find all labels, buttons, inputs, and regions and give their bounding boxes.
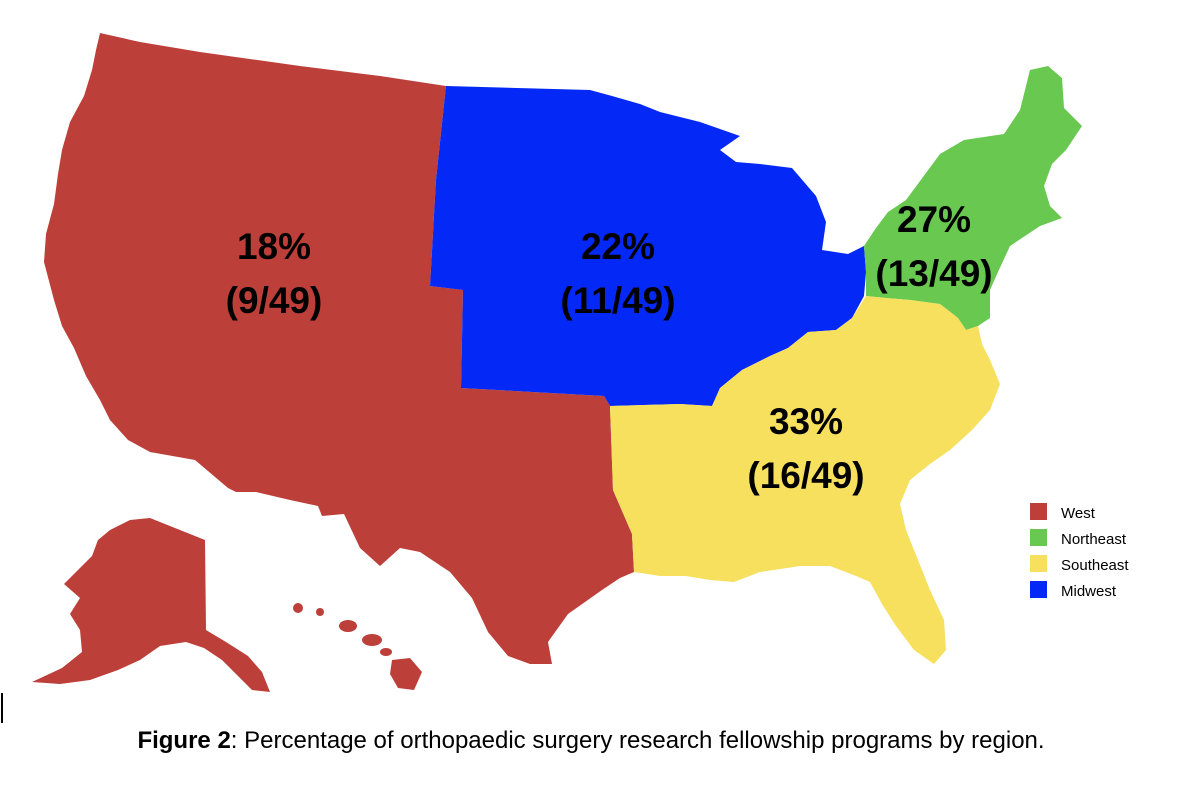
legend-swatch-west [1030, 503, 1047, 520]
caption-text: : Percentage of orthopaedic surgery rese… [230, 727, 1045, 754]
west-mainland-shape [44, 33, 634, 664]
legend: West Northeast Southeast Midwest [1030, 503, 1129, 600]
midwest-shape [430, 86, 866, 406]
text-cursor-mark [1, 693, 3, 723]
region-west [32, 33, 634, 692]
southeast-shape [610, 296, 1000, 664]
region-northeast [864, 66, 1082, 330]
southeast-percent-label: 33% [769, 401, 843, 442]
northeast-percent-label: 27% [897, 199, 971, 240]
legend-swatch-midwest [1030, 581, 1047, 598]
caption-prefix: Figure 2 [137, 727, 231, 754]
midwest-percent-label: 22% [581, 226, 655, 267]
legend-label-west: West [1061, 505, 1096, 522]
legend-label-northeast: Northeast [1061, 531, 1127, 548]
west-fraction-label: (9/49) [226, 280, 323, 321]
legend-label-midwest: Midwest [1061, 583, 1117, 600]
region-midwest [430, 86, 866, 406]
legend-swatch-southeast [1030, 555, 1047, 572]
region-southeast [610, 296, 1000, 664]
alaska-shape [32, 518, 270, 692]
northeast-shape [864, 66, 1082, 330]
legend-label-southeast: Southeast [1061, 557, 1129, 574]
legend-swatch-northeast [1030, 529, 1047, 546]
midwest-fraction-label: (11/49) [560, 280, 675, 321]
hawaii-islands [293, 603, 422, 690]
figure-caption: Figure 2: Percentage of orthopaedic surg… [0, 727, 1182, 755]
southeast-fraction-label: (16/49) [747, 455, 864, 496]
northeast-fraction-label: (13/49) [875, 253, 992, 294]
west-percent-label: 18% [237, 226, 311, 267]
